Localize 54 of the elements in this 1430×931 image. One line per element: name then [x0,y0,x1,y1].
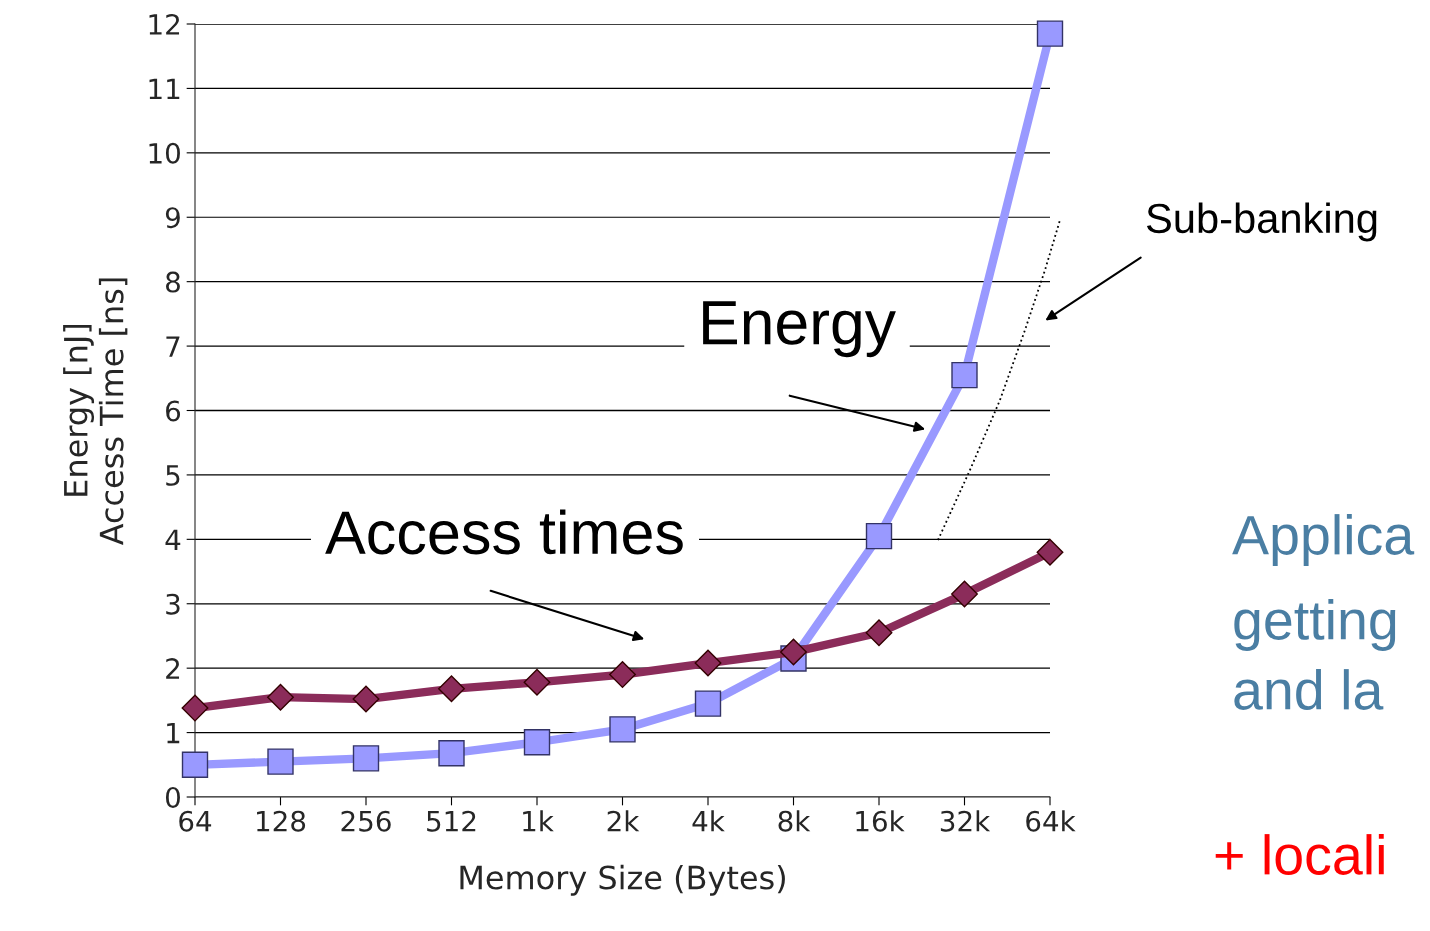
x-tick-label: 8k [778,810,811,832]
y-tick-label: 9 [165,207,180,229]
y-tick-label: 3 [166,593,180,615]
y-tick-label: 5 [166,465,180,486]
point [181,751,209,778]
point [352,685,380,713]
x-tick-label: 32k [940,810,991,832]
y-tick-label: 2 [166,658,180,679]
annotation: Energy [703,301,896,358]
point [1036,20,1064,47]
point [523,729,551,756]
y-axis-title: Energy [nJ] Access Time [ns] [63,278,128,546]
point [609,661,636,689]
y-tick-label: 12 [149,13,180,35]
point [951,580,978,608]
point [951,361,978,389]
text: and la [1234,669,1384,710]
x-tick-label: 16k [856,810,905,832]
y-tick-label: 8 [166,271,180,293]
point [609,716,636,743]
y-tick-label: 7 [166,336,180,357]
x-tick-label: 2k [607,810,640,832]
text: getting [1234,599,1396,651]
point [438,740,465,767]
text: + locali [1215,834,1384,875]
text: Sub-banking [1146,202,1377,242]
y-tick-label: 6 [166,400,181,422]
x-tick-label: 256 [341,810,391,832]
x-tick-label: 1k [523,810,554,832]
point [523,668,551,696]
x-tick-label: 64 [179,810,212,832]
point [1036,538,1064,566]
x-tick-label: 64k [1026,810,1076,832]
point [865,619,893,647]
x-tick-label: 4k [692,810,725,832]
y-tick-label: 0 [165,786,180,808]
point [181,694,209,722]
y-tick-label: 11 [149,78,180,99]
y-tick-label: 4 [165,529,181,550]
point [694,649,722,677]
x-tick-label: 512 [427,810,476,832]
text: Applica [1232,514,1415,566]
x-tick-label: 128 [257,810,306,832]
point [780,638,807,666]
point [267,748,294,775]
annotation: Access times [325,509,683,555]
y-tick-label: 1 [167,722,180,744]
point [694,690,722,717]
y-tick-label: 10 [149,142,180,164]
point [865,522,893,550]
point [352,745,380,772]
point [438,675,465,703]
x-axis-title: Memory Size (Bytes) [460,864,785,896]
point [267,683,294,711]
